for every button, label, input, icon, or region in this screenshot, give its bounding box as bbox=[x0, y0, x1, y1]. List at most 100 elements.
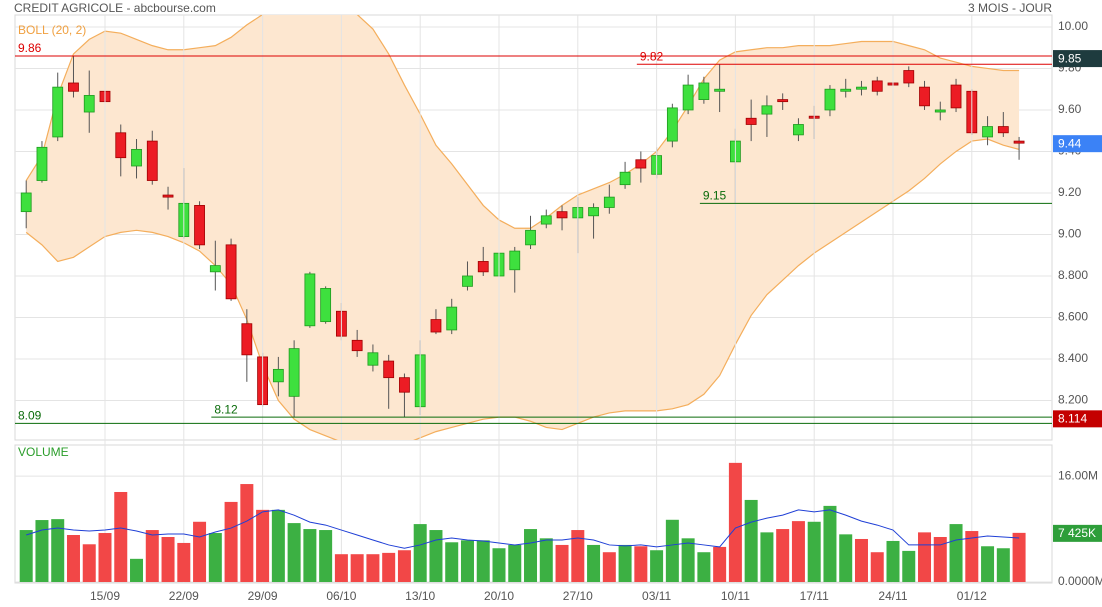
volume-bar bbox=[602, 552, 616, 582]
overlay: 15/09 22/09 29/09 06/10 13/10 20/10 27/10 03/11… bbox=[15, 19, 1102, 603]
y-tick-label: 8.200 bbox=[1058, 393, 1088, 407]
candle-body bbox=[83, 95, 95, 113]
volume-bar bbox=[303, 529, 317, 582]
volume-bar bbox=[193, 521, 207, 582]
band-lower bbox=[25, 138, 1020, 440]
volume-bar bbox=[82, 544, 96, 582]
volume-bar bbox=[839, 534, 853, 582]
candle-body bbox=[997, 126, 1009, 134]
volume-bar bbox=[949, 524, 963, 582]
x-tick-label: 27/10 bbox=[563, 589, 593, 603]
volume-bar bbox=[807, 521, 821, 582]
volume-bar bbox=[98, 533, 112, 582]
y-tick-label: 9.00 bbox=[1058, 227, 1082, 241]
y-tick-label: 16.00M bbox=[1058, 468, 1098, 482]
volume-bar bbox=[571, 530, 585, 582]
volume-bar bbox=[902, 550, 916, 582]
candle-body bbox=[982, 126, 993, 138]
volume-bar bbox=[130, 558, 144, 582]
candle-body bbox=[540, 215, 552, 225]
x-tick-label: 24/11 bbox=[878, 589, 907, 603]
indicator-name: BOLL (20, 2) bbox=[18, 23, 86, 37]
candle-body bbox=[950, 84, 962, 109]
candle-body bbox=[698, 82, 710, 100]
band-upper bbox=[25, 15, 1020, 229]
volume-bar bbox=[429, 530, 443, 582]
x-tick-label: 15/09 bbox=[90, 589, 120, 603]
y-tick-label: 0.0000M bbox=[1058, 574, 1102, 588]
volume-bar bbox=[760, 532, 774, 582]
x-tick-label: 03/11 bbox=[642, 589, 671, 603]
candle-body bbox=[272, 368, 284, 383]
volume-bar bbox=[618, 544, 632, 582]
candle-body bbox=[919, 86, 930, 107]
candle-body bbox=[241, 323, 253, 356]
volume-bar bbox=[366, 554, 380, 582]
candle-body bbox=[146, 140, 158, 181]
axis-marker bbox=[1053, 410, 1102, 428]
y-tick-label: 9.20 bbox=[1058, 185, 1082, 199]
candle-body bbox=[367, 352, 379, 366]
x-tick-label: 06/10 bbox=[326, 589, 356, 603]
volume-bar bbox=[870, 552, 884, 582]
volume-bar bbox=[524, 529, 538, 582]
volume-title: VOLUME bbox=[18, 445, 69, 459]
volume-bar bbox=[776, 529, 790, 582]
y-tick-label: 9.60 bbox=[1058, 102, 1082, 116]
candle-body bbox=[68, 82, 79, 92]
volume-bar bbox=[413, 524, 427, 582]
candle-body bbox=[588, 207, 599, 217]
candle-body bbox=[934, 109, 946, 113]
volume-bar bbox=[145, 530, 159, 582]
x-tick-label: 17/11 bbox=[800, 589, 829, 603]
axis-marker-label: 9.85 bbox=[1058, 51, 1082, 65]
volume-bar bbox=[965, 531, 979, 582]
volume-bar bbox=[854, 538, 868, 582]
candle-body bbox=[1013, 140, 1025, 144]
axis-marker-label: 9.44 bbox=[1058, 136, 1082, 150]
candle-body bbox=[115, 132, 127, 159]
volume-bar bbox=[933, 536, 947, 582]
candle-body bbox=[52, 86, 64, 138]
level-label: 9.86 bbox=[18, 41, 42, 55]
candle-body bbox=[36, 146, 48, 181]
volume-bar bbox=[350, 554, 364, 582]
axis-marker bbox=[1053, 50, 1102, 68]
volume-bar bbox=[208, 533, 222, 582]
candle-body bbox=[383, 360, 395, 379]
candle-body bbox=[320, 288, 332, 323]
volume-bar bbox=[728, 462, 742, 582]
candle-body bbox=[288, 348, 300, 397]
candle-body bbox=[225, 244, 237, 300]
level-label: 8.12 bbox=[214, 402, 238, 416]
volume-bar bbox=[634, 546, 648, 582]
candle-body bbox=[635, 159, 647, 169]
candle-body bbox=[209, 265, 221, 273]
candle-body bbox=[477, 261, 489, 273]
volume-bar bbox=[161, 536, 175, 582]
volume-bar bbox=[681, 538, 695, 582]
volume-plot bbox=[15, 15, 1052, 583]
candle-body bbox=[304, 273, 316, 327]
volume-bar bbox=[665, 519, 679, 582]
volume-bar bbox=[1012, 532, 1026, 582]
volume-bar bbox=[539, 538, 553, 582]
candle-body bbox=[509, 250, 521, 271]
x-tick-label: 13/10 bbox=[405, 589, 435, 603]
y-tick-label: 10.00 bbox=[1058, 19, 1088, 33]
volume-bar bbox=[445, 542, 459, 582]
volume-bar bbox=[334, 554, 348, 582]
y-tick-label: 8.400 bbox=[1058, 351, 1088, 365]
volume-bar bbox=[996, 548, 1010, 582]
volume-bar bbox=[271, 509, 285, 582]
volume-bar bbox=[713, 546, 727, 582]
volume-average bbox=[26, 509, 1020, 549]
axis-marker bbox=[1053, 135, 1102, 153]
candle-body bbox=[856, 86, 867, 90]
volume-bar bbox=[224, 501, 238, 582]
candle-body bbox=[840, 88, 852, 92]
volume-bar bbox=[397, 550, 411, 582]
y-tick-label: 8.600 bbox=[1058, 310, 1088, 324]
volume-bar bbox=[650, 550, 664, 582]
